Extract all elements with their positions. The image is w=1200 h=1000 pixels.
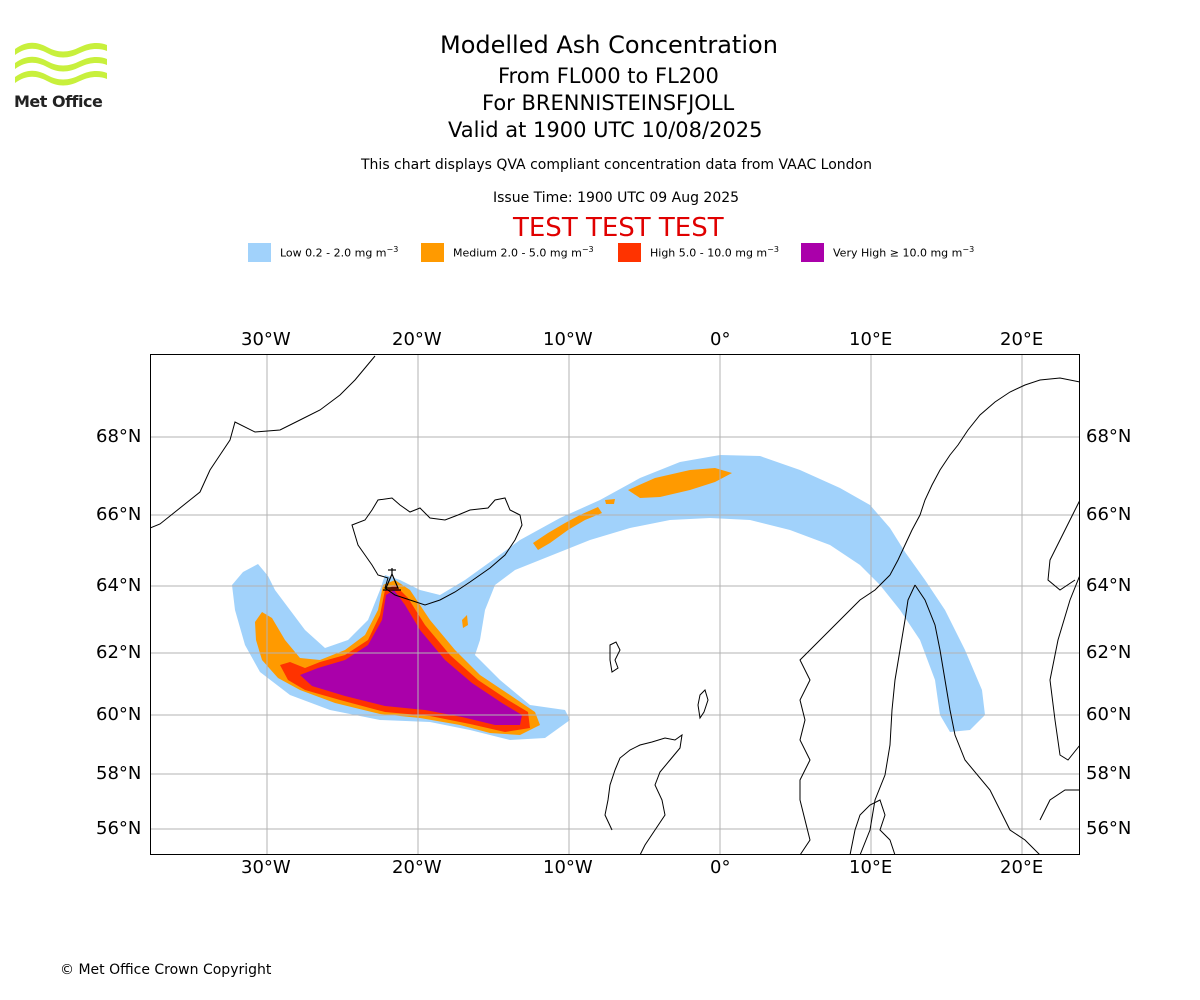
test-banner: TEST TEST TEST (513, 213, 724, 243)
ash-area-medium-north (628, 468, 732, 498)
ash-concentration-map (150, 354, 1080, 855)
ash-area-very-high (300, 590, 522, 725)
legend-item-very-high: Very High ≥ 10.0 mg m−3 (801, 243, 974, 262)
chart-title-flight-levels: From FL000 to FL200 (498, 64, 719, 88)
legend-item-medium: Medium 2.0 - 5.0 mg m−3 (421, 243, 594, 262)
lon-label-top: 0° (710, 329, 731, 350)
lat-label-right: 60°N (1086, 704, 1132, 725)
lat-label-left: 62°N (96, 642, 142, 663)
lat-label-left: 58°N (96, 763, 142, 784)
lat-label-left: 68°N (96, 426, 142, 447)
lon-label-bottom: 20°W (392, 857, 442, 878)
chart-title-volcano: For BRENNISTEINSFJOLL (482, 91, 735, 115)
lon-label-top: 10°E (849, 329, 893, 350)
lon-label-bottom: 30°W (241, 857, 291, 878)
lon-label-bottom: 0° (710, 857, 731, 878)
volcano-marker-icon (383, 568, 401, 591)
lat-label-right: 58°N (1086, 763, 1132, 784)
legend-swatch-very-high (801, 243, 824, 262)
legend-label-very-high: Very High ≥ 10.0 mg m−3 (833, 245, 975, 260)
lat-label-right: 66°N (1086, 504, 1132, 525)
logo-text: Met Office (14, 92, 103, 111)
lon-label-bottom: 10°W (543, 857, 593, 878)
lat-label-right: 68°N (1086, 426, 1132, 447)
legend-label-high: High 5.0 - 10.0 mg m−3 (650, 245, 779, 260)
lat-label-left: 66°N (96, 504, 142, 525)
ash-area-medium-north (533, 507, 602, 550)
issue-time: Issue Time: 1900 UTC 09 Aug 2025 (493, 190, 740, 206)
coastlines (150, 355, 1080, 855)
lon-label-top: 10°W (543, 329, 593, 350)
lon-label-bottom: 20°E (1000, 857, 1044, 878)
lat-label-right: 62°N (1086, 642, 1132, 663)
legend-swatch-high (618, 243, 641, 262)
ash-area-medium-north (462, 615, 468, 628)
lon-label-top: 30°W (241, 329, 291, 350)
lat-label-left: 64°N (96, 575, 142, 596)
legend-label-low: Low 0.2 - 2.0 mg m−3 (280, 245, 399, 260)
legend-label-medium: Medium 2.0 - 5.0 mg m−3 (453, 245, 594, 260)
ash-area-medium-north (605, 499, 615, 504)
chart-subtitle: This chart displays QVA compliant concen… (361, 157, 872, 173)
legend-swatch-medium (421, 243, 444, 262)
map-gridlines (150, 354, 1080, 855)
lon-label-bottom: 10°E (849, 857, 893, 878)
copyright: © Met Office Crown Copyright (60, 962, 272, 978)
lat-label-left: 56°N (96, 818, 142, 839)
lat-label-left: 60°N (96, 704, 142, 725)
chart-title: Modelled Ash Concentration (440, 31, 778, 59)
lon-label-top: 20°E (1000, 329, 1044, 350)
lon-label-top: 20°W (392, 329, 442, 350)
legend-swatch-low (248, 243, 271, 262)
chart-title-valid-time: Valid at 1900 UTC 10/08/2025 (448, 118, 763, 142)
lat-label-right: 64°N (1086, 575, 1132, 596)
met-office-logo (15, 42, 107, 86)
legend-item-low: Low 0.2 - 2.0 mg m−3 (248, 243, 398, 262)
lat-label-right: 56°N (1086, 818, 1132, 839)
legend-item-high: High 5.0 - 10.0 mg m−3 (618, 243, 779, 262)
